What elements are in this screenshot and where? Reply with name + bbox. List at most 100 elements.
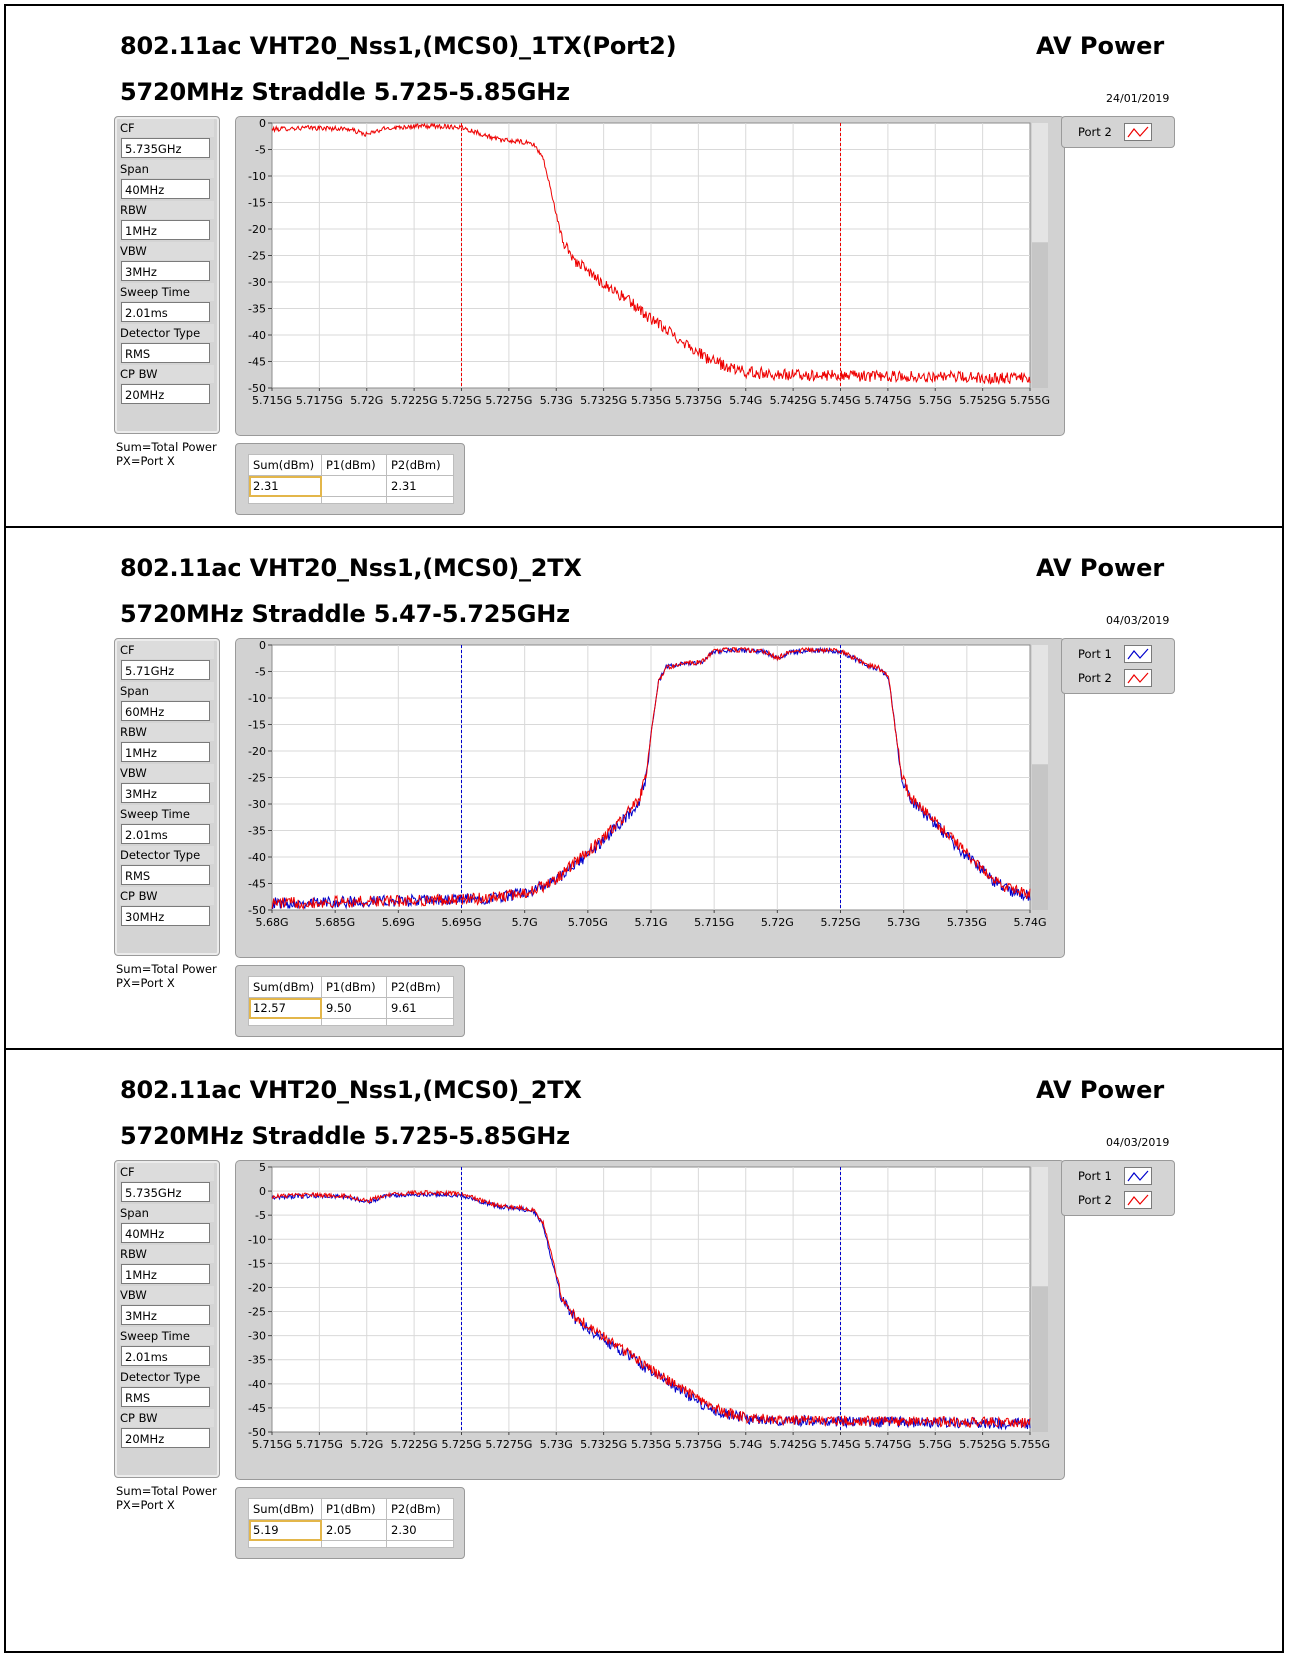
legend-label: Port 1 — [1078, 647, 1112, 661]
p2-value[interactable]: 9.61 — [386, 997, 454, 1019]
x-tick-label: 5.7525G — [959, 1438, 1006, 1451]
legend-item-port-1[interactable]: Port 1 — [1062, 642, 1174, 666]
scroll-thumb — [1032, 1286, 1048, 1432]
y-tick-label: -50 — [248, 382, 266, 395]
sum-value[interactable]: 2.31 — [248, 475, 322, 497]
p1-value[interactable]: 9.50 — [321, 997, 387, 1019]
x-tick-label: 5.695G — [441, 916, 481, 929]
line-sample-icon — [1124, 1191, 1152, 1209]
y-tick-label: -20 — [248, 1281, 266, 1294]
x-tick-label: 5.7325G — [580, 1438, 627, 1451]
table-row: 2.31 2.31 — [248, 475, 454, 497]
legend-notes: Sum=Total Power PX=Port X — [116, 962, 217, 990]
x-tick-label: 5.705G — [568, 916, 608, 929]
spectrum-section-1: 802.11ac VHT20_Nss1,(MCS0)_1TX(Port2) 57… — [6, 6, 1282, 528]
rbw-label: RBW — [120, 723, 214, 741]
y-tick-label: 0 — [259, 1185, 266, 1198]
detector-type-value[interactable]: RMS — [121, 343, 210, 363]
section-title: 802.11ac VHT20_Nss1,(MCS0)_1TX(Port2) — [120, 32, 677, 60]
cf-value[interactable]: 5.735GHz — [121, 1182, 210, 1202]
p1-value[interactable] — [321, 475, 387, 497]
spectrum-chart[interactable]: 5.715G 5.7175G 5.72G 5.7225G 5.725G 5.7275G 5.… — [236, 117, 1066, 437]
rbw-label: RBW — [120, 1245, 214, 1263]
sweep-time-value[interactable]: 2.01ms — [121, 824, 210, 844]
x-tick-label: 5.725G — [441, 1438, 481, 1451]
x-tick-label: 5.7225G — [391, 1438, 438, 1451]
y-tick-label: -15 — [248, 197, 266, 210]
sum-header: Sum(dBm) — [248, 1498, 322, 1520]
x-tick-label: 5.74G — [729, 394, 762, 407]
p1-header: P1(dBm) — [321, 976, 387, 998]
x-tick-label: 5.72G — [350, 394, 383, 407]
y-tick-label: -10 — [248, 692, 266, 705]
y-tick-label: 0 — [259, 639, 266, 652]
sweep-time-value[interactable]: 2.01ms — [121, 1346, 210, 1366]
line-sample-icon — [1124, 645, 1152, 663]
spectrum-chart[interactable]: 5.715G 5.7175G 5.72G 5.7225G 5.725G 5.7275G 5.… — [236, 1161, 1066, 1481]
x-tick-label: 5.715G — [252, 1438, 292, 1451]
line-sample-icon — [1124, 123, 1152, 141]
x-tick-label: 5.71G — [634, 916, 667, 929]
rbw-value[interactable]: 1MHz — [121, 1264, 210, 1284]
rbw-value[interactable]: 1MHz — [121, 220, 210, 240]
span-value[interactable]: 40MHz — [121, 179, 210, 199]
legend-label: Port 2 — [1078, 1193, 1112, 1207]
x-tick-label: 5.74G — [729, 1438, 762, 1451]
cp-bw-value[interactable]: 30MHz — [121, 906, 210, 926]
y-tick-label: -5 — [255, 666, 266, 679]
y-tick-label: -15 — [248, 1257, 266, 1270]
vbw-label: VBW — [120, 242, 214, 260]
span-value[interactable]: 60MHz — [121, 701, 210, 721]
p2-value[interactable]: 2.31 — [386, 475, 454, 497]
sum-header: Sum(dBm) — [248, 976, 322, 998]
x-tick-label: 5.7375G — [675, 394, 722, 407]
spectrum-chart[interactable]: 5.68G 5.685G 5.69G 5.695G 5.7G 5.705G 5.71G 5.7… — [236, 639, 1066, 959]
vbw-value[interactable]: 3MHz — [121, 1305, 210, 1325]
sweep-time-value[interactable]: 2.01ms — [121, 302, 210, 322]
p2-header: P2(dBm) — [386, 454, 454, 476]
x-tick-label: 5.735G — [631, 394, 671, 407]
spectrum-section-3: 802.11ac VHT20_Nss1,(MCS0)_2TX 5720MHz S… — [6, 1050, 1282, 1651]
rbw-value[interactable]: 1MHz — [121, 742, 210, 762]
test-date: 24/01/2019 — [1106, 92, 1170, 105]
detector-type-value[interactable]: RMS — [121, 1387, 210, 1407]
sum-value[interactable]: 12.57 — [248, 997, 322, 1019]
cf-value[interactable]: 5.71GHz — [121, 660, 210, 680]
section-subtitle: 5720MHz Straddle 5.725-5.85GHz — [120, 78, 570, 106]
vbw-value[interactable]: 3MHz — [121, 261, 210, 281]
legend-item-port-2[interactable]: Port 2 — [1062, 120, 1174, 144]
x-tick-label: 5.7G — [512, 916, 538, 929]
cp-bw-value[interactable]: 20MHz — [121, 1428, 210, 1448]
cf-label: CF — [120, 119, 214, 137]
detector-type-value[interactable]: RMS — [121, 865, 210, 885]
x-tick-label: 5.7525G — [959, 394, 1006, 407]
p1-header: P1(dBm) — [321, 454, 387, 476]
x-tick-label: 5.715G — [694, 916, 734, 929]
line-sample-icon — [1124, 669, 1152, 687]
cf-value[interactable]: 5.735GHz — [121, 138, 210, 158]
vbw-value[interactable]: 3MHz — [121, 783, 210, 803]
section-title: 802.11ac VHT20_Nss1,(MCS0)_2TX — [120, 1076, 582, 1104]
x-tick-label: 5.68G — [255, 916, 288, 929]
p2-value[interactable]: 2.30 — [386, 1519, 454, 1541]
cp-bw-value[interactable]: 20MHz — [121, 384, 210, 404]
span-label: Span — [120, 160, 214, 178]
plot-legend: Port 2 — [1061, 116, 1175, 148]
y-tick-label: -45 — [248, 356, 266, 369]
x-tick-label: 5.725G — [820, 916, 860, 929]
span-label: Span — [120, 682, 214, 700]
y-tick-label: -30 — [248, 798, 266, 811]
power-results-table: Sum(dBm) P1(dBm) P2(dBm) 2.31 2.31 — [248, 454, 454, 504]
p1-value[interactable]: 2.05 — [321, 1519, 387, 1541]
legend-item-port-2[interactable]: Port 2 — [1062, 1188, 1174, 1212]
legend-label: Port 2 — [1078, 671, 1112, 685]
cp-bw-label: CP BW — [120, 1409, 214, 1427]
px-note: PX=Port X — [116, 1498, 175, 1512]
legend-item-port-2[interactable]: Port 2 — [1062, 666, 1174, 690]
legend-item-port-1[interactable]: Port 1 — [1062, 1164, 1174, 1188]
settings-panel: CF 5.71GHz Span 60MHz RBW 1MHz VBW 3MHz … — [114, 638, 220, 956]
sum-value[interactable]: 5.19 — [248, 1519, 322, 1541]
x-tick-label: 5.7275G — [485, 1438, 532, 1451]
span-value[interactable]: 40MHz — [121, 1223, 210, 1243]
cp-bw-label: CP BW — [120, 887, 214, 905]
